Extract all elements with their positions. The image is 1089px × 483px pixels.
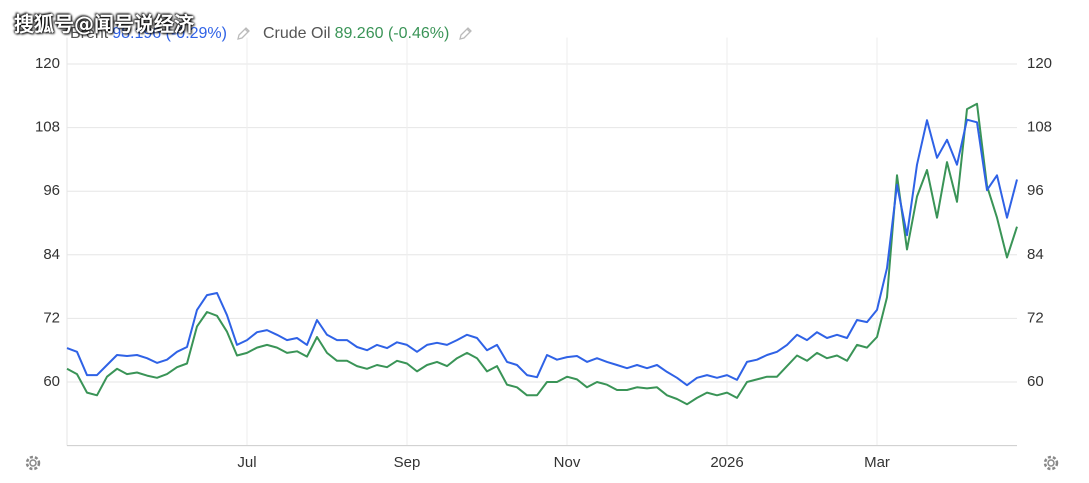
y-tick-label: 84 [43,246,60,263]
y2-tick-label: 120 [1027,55,1052,72]
legend-value: 98.196 (-0.29%) [112,25,227,42]
settings-icon[interactable] [1043,455,1059,471]
x-tick-label: Jul [237,454,256,471]
legend: Brent 98.196 (-0.29%) Crude Oil 89.260 (-0.… [70,25,485,43]
x-tick-label: 2026 [710,454,743,471]
x-tick-label: Nov [554,454,581,471]
x-tick-label: Mar [864,454,890,471]
y2-tick-label: 84 [1027,246,1044,263]
x-tick-label: Sep [394,454,421,471]
grid [66,37,1017,446]
y2-tick-label: 108 [1027,119,1052,136]
legend-label: Brent [70,25,109,42]
y-tick-label: 60 [43,373,60,390]
y-tick-label: 72 [43,309,60,326]
legend-value: 89.260 (-0.46%) [334,25,450,42]
y2-tick-label: 72 [1027,309,1044,326]
edit-icon[interactable] [235,26,251,42]
series-line [66,102,1018,406]
y-tick-label: 108 [35,119,60,136]
y-tick-label: 96 [43,182,60,199]
settings-icon[interactable] [25,455,41,471]
edit-icon[interactable] [457,26,473,42]
legend-label: Crude Oil [262,25,331,42]
y2-tick-label: 96 [1027,182,1044,199]
legend-item[interactable]: Brent 98.196 (-0.29%) [70,25,251,43]
legend-item[interactable]: Crude Oil 89.260 (-0.46%) [263,25,473,43]
series-line [66,118,1018,387]
y-tick-label: 120 [35,55,60,72]
watermark: 搜狐号@闻号说经济 [14,12,194,36]
y2-tick-label: 60 [1027,373,1044,390]
